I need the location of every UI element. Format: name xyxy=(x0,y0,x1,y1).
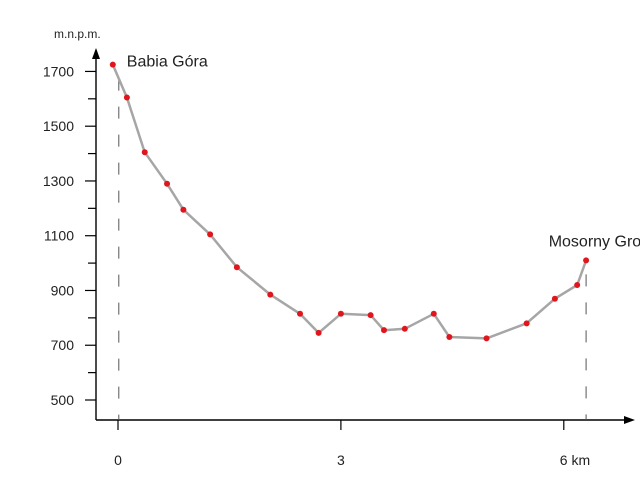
x-tick-label: 6 km xyxy=(560,452,590,468)
elevation-point xyxy=(583,257,590,264)
elevation-point xyxy=(267,291,274,298)
elevation-point xyxy=(297,310,304,317)
elevation-point xyxy=(207,231,214,238)
y-tick-label: 900 xyxy=(51,282,75,298)
peak-label-mosorny-gron: Mosorny Groń xyxy=(549,233,640,250)
elevation-point xyxy=(401,325,408,332)
elevation-point xyxy=(141,149,148,156)
elevation-point xyxy=(180,206,187,213)
elevation-point xyxy=(367,312,374,319)
annotations: Babia Góra Mosorny Groń xyxy=(127,54,640,251)
elevation-point xyxy=(315,329,322,336)
elevation-line xyxy=(111,64,588,340)
elevation-point xyxy=(109,61,116,68)
elevation-point xyxy=(483,335,490,342)
elevation-point xyxy=(164,180,171,187)
y-tick-label: 1700 xyxy=(43,63,74,79)
endpoint-guides xyxy=(118,78,587,420)
elevation-point xyxy=(430,310,437,317)
elevation-point xyxy=(523,320,530,327)
elevation-point xyxy=(123,94,130,101)
axes: 1700 1500 1300 1100 900 700 500 0 3 6 km xyxy=(43,48,635,468)
elevation-point xyxy=(337,310,344,317)
y-axis-arrow xyxy=(92,48,100,59)
x-tick-label: 3 xyxy=(337,452,345,468)
elevation-point xyxy=(551,295,558,302)
elevation-point xyxy=(380,327,387,334)
elevation-point xyxy=(233,264,240,271)
peak-label-babia-gora: Babia Góra xyxy=(127,54,208,71)
elevation-point xyxy=(446,334,453,341)
y-tick-label: 700 xyxy=(51,337,75,353)
x-axis-arrow xyxy=(624,416,635,424)
y-tick-label: 1300 xyxy=(43,173,74,189)
y-tick-label: 500 xyxy=(51,392,75,408)
y-tick-label: 1100 xyxy=(44,228,74,244)
x-tick-label: 0 xyxy=(114,452,122,468)
series-layer xyxy=(109,61,590,342)
y-axis-label: m.n.p.m. xyxy=(54,27,101,41)
y-tick-label: 1500 xyxy=(43,118,74,134)
elevation-point xyxy=(574,282,581,289)
